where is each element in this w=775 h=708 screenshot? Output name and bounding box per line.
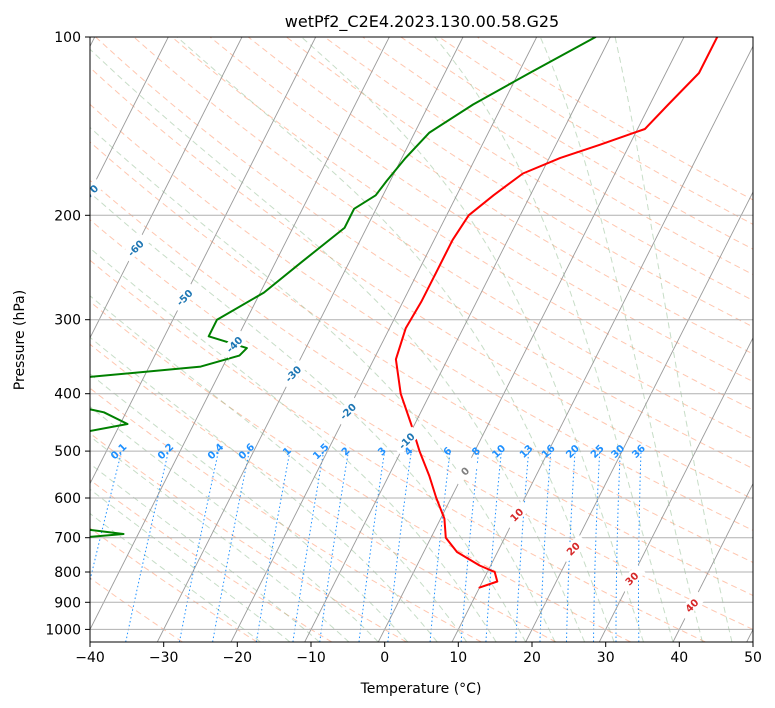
dry-adiabat-line	[90, 179, 753, 597]
isotherm-lines	[90, 37, 753, 642]
y-tick-label: 1000	[45, 622, 81, 638]
mixing-ratio-line	[292, 451, 325, 642]
isotherm-line	[598, 336, 753, 642]
isotherm-label-bg	[90, 178, 104, 207]
isotherm-line	[90, 37, 243, 339]
y-tick-label: 700	[54, 531, 81, 547]
y-tick-label: 300	[54, 313, 81, 329]
dry-adiabat-line	[90, 259, 706, 642]
dry-adiabat-line	[90, 103, 753, 531]
mixing-ratio-line	[358, 451, 386, 642]
isotherm-label-text: -70	[81, 183, 102, 204]
mixing-ratio-line	[319, 451, 349, 642]
mixing-ratio-line	[485, 451, 502, 642]
isotherm-label-bg	[219, 330, 249, 359]
y-tick-label: 600	[54, 491, 81, 507]
dry-adiabat-line	[90, 577, 183, 642]
x-axis-label: Temperature (°C)	[360, 681, 482, 697]
x-tick-label: 10	[449, 650, 467, 666]
mixing-ratio-line	[90, 450, 123, 583]
pressure-gridlines	[90, 37, 753, 630]
moist-adiabat-line	[176, 37, 615, 642]
moist-adiabat-line	[90, 295, 468, 642]
isotherm-line	[90, 37, 169, 194]
isotherm-label-bg	[502, 500, 531, 529]
moist-adiabat-line	[301, 37, 644, 642]
x-tick-label: 30	[597, 650, 615, 666]
moist-adiabat-line	[90, 405, 379, 642]
isotherm-label-bg	[392, 426, 421, 455]
x-tick-label: 0	[380, 650, 389, 666]
isotherm-line	[90, 37, 317, 485]
chart-title: wetPf2_C2E4.2023.130.00.58.G25	[285, 12, 559, 32]
isotherm-label-bg	[121, 233, 150, 263]
y-tick-label: 200	[54, 208, 81, 224]
dry-adiabats	[90, 37, 753, 642]
dry-adiabat-line	[90, 219, 753, 630]
dry-adiabat-line	[133, 37, 753, 440]
plot-area: -100-90-80-70-60-50-40-30-20-10010203040…	[81, 37, 753, 642]
x-tick-label: −20	[223, 650, 253, 666]
moist-adiabat-line	[90, 126, 556, 642]
moist-adiabat-line	[90, 247, 497, 642]
mixing-ratio-line	[387, 451, 412, 642]
y-axis-label: Pressure (hPa)	[12, 290, 28, 390]
moist-adiabat-line	[434, 37, 674, 642]
moist-adiabat-line	[90, 48, 586, 642]
dry-adiabat-line	[247, 37, 753, 355]
isotherm-label-bg	[450, 456, 479, 486]
temperature-profile-line	[394, 37, 719, 589]
x-tick-label: −30	[149, 650, 179, 666]
x-tick-label: 20	[523, 650, 541, 666]
isotherm-line	[230, 37, 538, 642]
isotherm-line	[156, 37, 464, 642]
mixing-ratio-line	[125, 450, 169, 642]
y-tick-label: 900	[54, 595, 81, 611]
mixing-ratio-line	[429, 451, 451, 642]
isotherm-line	[377, 37, 685, 642]
dry-adiabat-line	[90, 301, 631, 642]
moist-adiabat-line	[90, 336, 438, 642]
dry-adiabat-line	[90, 141, 753, 564]
moist-adiabats	[90, 37, 733, 642]
y-axis: 100 200 300 400 500 600 700 800 900 1000	[45, 30, 90, 638]
isotherm-label: -70	[81, 178, 104, 207]
x-tick-label: 50	[744, 650, 762, 666]
dry-adiabat-line	[90, 479, 333, 642]
x-axis: −40 −30 −20 −10 0 10 20 30 40 50	[75, 642, 762, 666]
moist-adiabat-line	[614, 37, 733, 642]
dry-adiabat-line	[95, 37, 753, 470]
x-tick-label: −10	[296, 650, 326, 666]
isotherm-label-bg	[558, 534, 588, 563]
dry-adiabat-line	[286, 37, 753, 328]
isotherm-line	[672, 482, 753, 642]
moist-adiabat-line	[90, 435, 350, 642]
moist-adiabat-line	[90, 192, 527, 642]
isotherm-label-bg	[333, 396, 362, 426]
y-tick-label: 100	[54, 30, 81, 46]
isotherm-label-bg	[278, 359, 308, 388]
isotherm-label-bg	[170, 283, 199, 312]
isotherm-line	[304, 37, 611, 642]
plot-frame	[89, 36, 754, 643]
moist-adiabat-line	[90, 463, 320, 642]
y-tick-label: 800	[54, 565, 81, 581]
dry-adiabat-line	[90, 66, 753, 500]
y-tick-label: 500	[54, 444, 81, 460]
mixing-ratio-lines	[90, 450, 642, 642]
y-tick-label: 400	[54, 387, 81, 403]
dewpoint-profile-line	[90, 37, 597, 538]
x-tick-label: −40	[75, 650, 105, 666]
isotherm-label-bg	[617, 564, 646, 593]
x-tick-label: 40	[670, 650, 688, 666]
isotherm-label: 0	[450, 456, 479, 486]
dry-adiabat-line	[90, 432, 407, 642]
isotherm-line	[451, 45, 753, 642]
profile-series	[90, 37, 719, 589]
mixing-ratio-line	[460, 451, 480, 642]
isotherm-label-bg	[677, 591, 706, 620]
